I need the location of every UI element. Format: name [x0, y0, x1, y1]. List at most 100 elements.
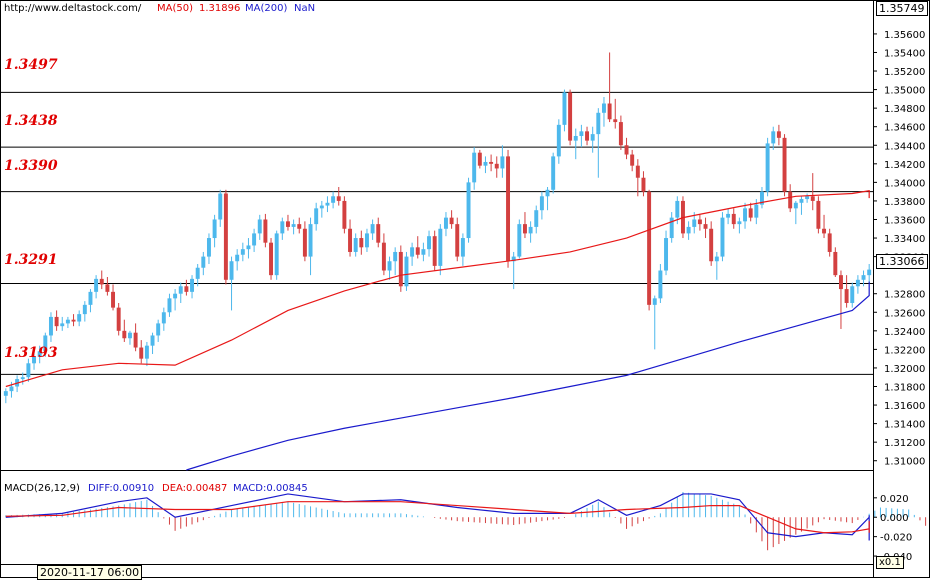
candle-body	[116, 307, 121, 331]
candle-body	[754, 204, 759, 218]
price-tick-label: 1.35600	[884, 30, 925, 41]
candle-body	[585, 131, 590, 141]
candle-body	[720, 217, 725, 257]
price-tick-label: 1.31800	[884, 382, 925, 393]
price-tick-label: 1.34000	[884, 178, 925, 189]
candle-body	[257, 219, 262, 234]
current-price-box: 1.33066	[876, 254, 928, 269]
price-tick-label: 1.32000	[884, 364, 925, 375]
candle-body	[387, 261, 392, 271]
price-axis: 1.31000 1.31200 1.31400 1.31600 1.31800 1.320…	[873, 30, 925, 468]
candle-body	[562, 92, 567, 125]
price-tick-label: 1.32200	[884, 345, 925, 356]
price-tick-label: 1.34200	[884, 160, 925, 171]
candle-body	[393, 251, 398, 262]
price-tick-label: 1.35200	[884, 67, 925, 78]
candle-body	[252, 233, 257, 246]
macd-diff: DIFF:0.00910	[88, 483, 155, 494]
candle-body	[466, 182, 471, 239]
candle-body	[37, 351, 42, 357]
candle-body	[336, 196, 341, 201]
candle-body	[618, 122, 623, 146]
price-tick-label: 1.34800	[884, 104, 925, 115]
candle-body	[788, 191, 793, 209]
price-tick-label: 1.32400	[884, 327, 925, 338]
candle-body	[274, 233, 279, 276]
candle-body	[240, 249, 245, 255]
candle-body	[833, 251, 838, 276]
candle-body	[737, 221, 742, 225]
candle-body	[353, 238, 358, 252]
candle-body	[376, 224, 381, 243]
candle-body	[590, 134, 595, 141]
price-tick-label: 1.35400	[884, 48, 925, 59]
candle-body	[404, 256, 409, 287]
candle-body	[675, 200, 680, 218]
candle-body	[173, 293, 178, 299]
ma50-label: MA(50)	[157, 3, 193, 14]
candle-body	[494, 163, 499, 169]
price-tick-label: 1.34600	[884, 123, 925, 134]
candle-body	[765, 143, 770, 192]
candle-body	[325, 202, 330, 206]
price-tick-label: 1.31400	[884, 420, 925, 431]
candle-body	[522, 224, 527, 234]
candle-body	[743, 208, 748, 222]
candle-body	[263, 219, 268, 243]
price-tick-label: 1.33400	[884, 234, 925, 245]
price-tick-label: 1.35000	[884, 86, 925, 97]
macd-name: MACD(26,12,9)	[4, 483, 80, 494]
candle-body	[472, 152, 477, 183]
candles	[3, 52, 872, 404]
candle-body	[489, 161, 494, 164]
candle-body	[212, 219, 217, 239]
candle-body	[455, 224, 460, 257]
level-lines	[0, 91, 873, 375]
candle-body	[77, 314, 82, 322]
zoom-label[interactable]: x0.1	[876, 556, 904, 569]
candle-body	[88, 291, 93, 305]
candle-body	[641, 177, 646, 192]
candle-body	[438, 228, 443, 266]
candle-body	[714, 256, 719, 262]
candle-body	[511, 256, 516, 262]
candle-body	[517, 224, 522, 257]
candle-body	[759, 191, 764, 205]
candle-body	[810, 196, 815, 201]
level-label-1: 1.3497	[4, 57, 58, 73]
candle-body	[410, 247, 415, 257]
ma50-value: 1.31896	[199, 3, 241, 14]
candle-body	[748, 208, 753, 218]
candle-body	[94, 278, 99, 292]
macd-dea-line	[5, 501, 870, 534]
candle-body	[613, 119, 618, 123]
candle-body	[342, 200, 347, 229]
candle-body	[348, 228, 353, 252]
price-tick-label: 1.33800	[884, 197, 925, 208]
candle-body	[601, 103, 606, 113]
candle-body	[805, 196, 810, 200]
price-tick-label: 1.33600	[884, 215, 925, 226]
candle-body	[285, 221, 290, 227]
candle-body	[184, 286, 189, 292]
candle-body	[596, 112, 601, 135]
candle-body	[449, 217, 454, 225]
candle-body	[127, 332, 132, 339]
candle-body	[178, 286, 183, 294]
candle-body	[291, 224, 296, 227]
candle-body	[477, 152, 482, 166]
candle-body	[551, 156, 556, 190]
candle-body	[144, 345, 149, 359]
candle-body	[223, 193, 228, 280]
candle-body	[122, 330, 127, 339]
ma200-value: NaN	[294, 3, 316, 14]
candle-body	[697, 219, 702, 225]
moving-averages	[5, 190, 870, 471]
candle-body	[624, 145, 629, 155]
candle-body	[9, 386, 14, 392]
level-label-4: 1.3291	[4, 252, 58, 268]
ma50-line	[5, 190, 870, 388]
candle-body	[460, 238, 465, 257]
candle-body	[692, 219, 697, 227]
